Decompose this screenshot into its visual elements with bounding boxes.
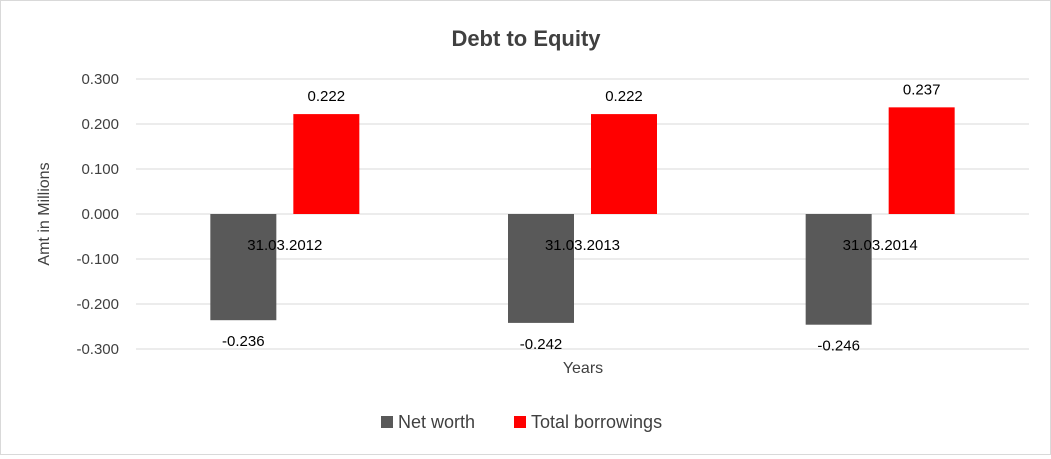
- bar-total-borrowings: [293, 114, 360, 214]
- data-label: 0.222: [605, 88, 643, 105]
- x-axis-label: Years: [563, 360, 603, 377]
- y-tick-label: -0.300: [76, 341, 119, 358]
- bar-net-worth: [805, 214, 872, 325]
- bar-net-worth: [210, 214, 277, 321]
- legend-label: Net worth: [398, 412, 475, 432]
- legend-swatch: [514, 416, 526, 428]
- data-label: 0.237: [903, 81, 941, 98]
- category-label: 31.03.2013: [545, 237, 620, 254]
- y-tick-label: 0.000: [81, 206, 119, 223]
- data-label: -0.246: [817, 338, 860, 355]
- gridlines: [136, 78, 1029, 350]
- data-label: 0.222: [308, 88, 346, 105]
- y-tick-label: 0.100: [81, 161, 119, 178]
- y-tick-label: -0.200: [76, 296, 119, 313]
- data-label: -0.242: [520, 336, 563, 353]
- bar-total-borrowings: [888, 107, 955, 214]
- legend-label: Total borrowings: [531, 412, 662, 432]
- data-label: -0.236: [222, 333, 265, 350]
- bars: [210, 107, 955, 325]
- category-label: 31.03.2014: [843, 237, 918, 254]
- y-tick-labels: 0.300 0.200 0.100 0.000 -0.100 -0.200 -0.300: [76, 71, 119, 358]
- legend-swatch: [381, 416, 393, 428]
- y-axis-label: Amt in Millions: [36, 162, 53, 265]
- category-label: 31.03.2012: [247, 237, 322, 254]
- bar-net-worth: [508, 214, 574, 323]
- y-tick-label: 0.200: [81, 116, 119, 133]
- bar-total-borrowings: [591, 114, 657, 214]
- category-labels: 31.03.2012 31.03.2013 31.03.2014: [247, 237, 917, 254]
- chart-title: Debt to Equity: [451, 26, 601, 51]
- y-tick-label: -0.100: [76, 251, 119, 268]
- legend: Net worth Total borrowings: [381, 412, 662, 432]
- data-labels: -0.236 0.222 -0.242 0.222 -0.246 0.237: [222, 81, 940, 354]
- y-tick-label: 0.300: [81, 71, 119, 88]
